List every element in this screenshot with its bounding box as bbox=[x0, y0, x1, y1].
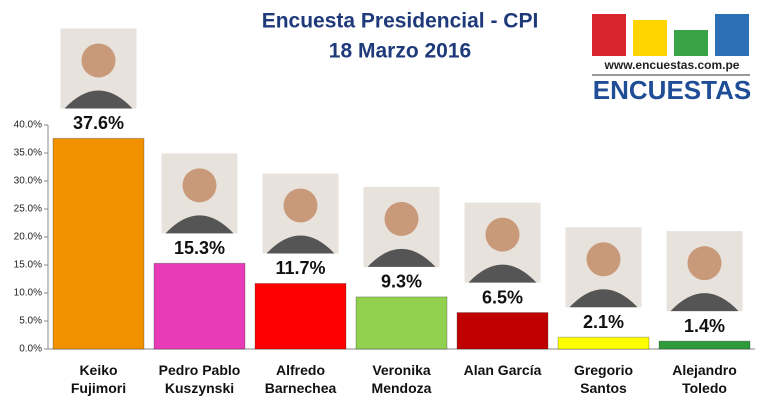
y-tick-label: 5.0% bbox=[19, 316, 42, 327]
x-tick-label: Veronika Mendoza bbox=[371, 362, 432, 396]
chart-title: Encuesta Presidencial - CPI bbox=[262, 10, 539, 33]
portrait-head bbox=[283, 188, 318, 223]
y-tick-label: 15.0% bbox=[14, 260, 42, 271]
y-tick-label: 0.0% bbox=[19, 344, 42, 355]
portrait-head bbox=[182, 168, 217, 203]
y-tick-label: 35.0% bbox=[14, 148, 42, 159]
portrait-head bbox=[384, 201, 419, 236]
portrait-head bbox=[485, 217, 520, 252]
y-tick-label: 25.0% bbox=[14, 204, 42, 215]
value-label: 9.3% bbox=[381, 272, 422, 292]
value-label: 2.1% bbox=[583, 312, 624, 332]
logo-url: www.encuestas.com.pe bbox=[604, 58, 740, 72]
value-label: 11.7% bbox=[275, 258, 325, 278]
bar bbox=[456, 312, 549, 350]
bar bbox=[153, 262, 246, 350]
bar bbox=[355, 296, 448, 350]
portrait-body bbox=[266, 235, 335, 254]
x-tick-label: Alfredo Barnechea bbox=[264, 362, 337, 396]
y-tick-label: 30.0% bbox=[14, 176, 42, 187]
value-label: 1.4% bbox=[684, 316, 725, 336]
portrait-body bbox=[165, 215, 234, 234]
x-tick-label: Pedro Pablo Kuszynski bbox=[158, 362, 241, 396]
portrait-body bbox=[670, 293, 739, 312]
logo: www.encuestas.com.pe ENCUESTAS bbox=[592, 14, 751, 105]
x-tick-label: Alejandro Toledo bbox=[672, 362, 737, 396]
bar bbox=[658, 340, 751, 350]
bar bbox=[557, 336, 650, 350]
y-tick-label: 40.0% bbox=[14, 120, 42, 131]
logo-name: ENCUESTAS bbox=[593, 75, 751, 105]
portrait-head bbox=[81, 43, 116, 78]
portrait-head bbox=[687, 246, 722, 281]
bar bbox=[52, 137, 145, 350]
portrait-body bbox=[64, 90, 133, 109]
y-tick-label: 20.0% bbox=[14, 232, 42, 243]
portrait-body bbox=[569, 289, 638, 308]
value-label: 37.6% bbox=[73, 113, 124, 133]
x-tick-label: Gregorio Santos bbox=[573, 362, 634, 396]
chart-subtitle: 18 Marzo 2016 bbox=[329, 40, 471, 63]
portrait-head bbox=[586, 242, 621, 277]
portrait-body bbox=[468, 264, 537, 283]
value-label: 15.3% bbox=[174, 238, 225, 258]
value-label: 6.5% bbox=[482, 287, 523, 307]
portrait-body bbox=[367, 248, 436, 267]
bar bbox=[254, 282, 347, 350]
x-tick-label: Keiko Fujimori bbox=[70, 362, 127, 396]
y-tick-label: 10.0% bbox=[14, 288, 42, 299]
x-tick-label: Alan García bbox=[463, 362, 542, 378]
